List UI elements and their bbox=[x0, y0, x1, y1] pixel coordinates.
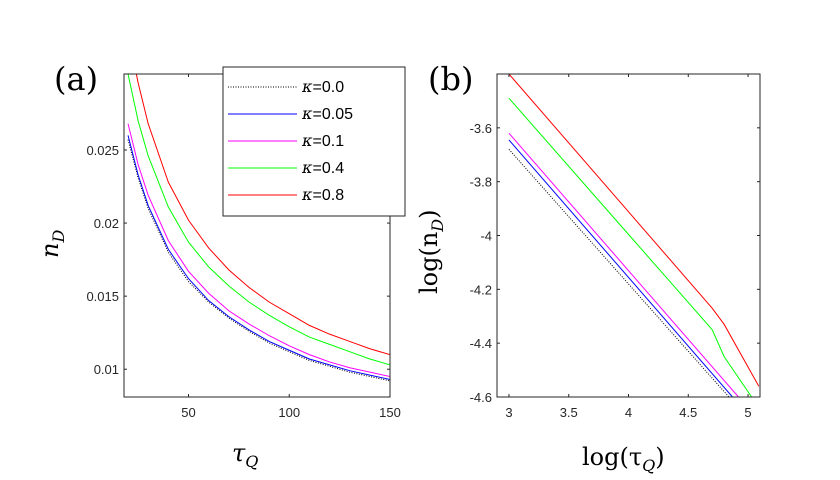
legend: κ=0.0κ=0.05κ=0.1κ=0.4κ=0.8 bbox=[222, 66, 406, 217]
panel-b-ylabel-tail: ) bbox=[415, 209, 443, 218]
series-line-b-3 bbox=[508, 97, 753, 397]
legend-label-1: κ=0.05 bbox=[301, 104, 353, 123]
legend-symbol-1: κ bbox=[301, 104, 313, 123]
axes-a: 50 100 150 0.01 0.015 0.02 0.025 bbox=[86, 73, 401, 420]
legend-symbol-4: κ bbox=[301, 185, 313, 204]
legend-label-4: κ=0.8 bbox=[301, 185, 344, 204]
legend-value-4: =0.8 bbox=[313, 187, 345, 204]
svg-text:τQ: τQ bbox=[232, 439, 258, 471]
xtick-label-b-1: 3.5 bbox=[560, 405, 578, 420]
series-line-b-4 bbox=[508, 74, 760, 387]
legend-symbol-2: κ bbox=[301, 131, 313, 150]
ytick-label-a-1: 0.015 bbox=[86, 289, 119, 304]
panel-b-ylabel-base: log(n bbox=[415, 232, 443, 294]
series-group-b bbox=[508, 74, 760, 397]
panel-a-xlabel-sub: Q bbox=[245, 452, 258, 471]
xtick-label-a-0: 50 bbox=[181, 405, 195, 420]
series-line-a-2 bbox=[127, 123, 390, 378]
panel-b-ylabel-sub: D bbox=[428, 219, 447, 233]
panel-a: (a) 50 100 150 0.01 0.015 0.02 0.025 τQ nD bbox=[36, 60, 401, 471]
panel-a-xlabel-base: τ bbox=[232, 439, 246, 467]
xtick-label-b-4: 5 bbox=[744, 405, 751, 420]
svg-text:nD: nD bbox=[36, 230, 68, 258]
panel-b-label: (b) bbox=[428, 60, 473, 98]
legend-label-3: κ=0.4 bbox=[301, 158, 344, 177]
legend-label-2: κ=0.1 bbox=[301, 131, 344, 150]
panel-a-ylabel-base: n bbox=[36, 243, 64, 258]
panel-a-label: (a) bbox=[54, 60, 98, 98]
series-line-a-4 bbox=[135, 74, 390, 356]
series-line-b-2 bbox=[508, 132, 739, 397]
legend-value-2: =0.1 bbox=[313, 133, 345, 150]
legend-value-0: =0.0 bbox=[313, 79, 345, 96]
legend-symbol-3: κ bbox=[301, 158, 313, 177]
xtick-label-b-3: 4.5 bbox=[679, 405, 697, 420]
legend-label-0: κ=0.0 bbox=[301, 77, 344, 96]
axes-b: 3 3.5 4 4.5 5 -4.6 -4.4 -4.2 -4 -3.8 -3.6 bbox=[470, 73, 761, 420]
xtick-label-b-0: 3 bbox=[505, 405, 512, 420]
svg-text:log(nD): log(nD) bbox=[415, 209, 447, 294]
series-line-b-0 bbox=[508, 149, 730, 397]
panel-b-xlabel-sub: Q bbox=[642, 456, 655, 475]
series-group-a bbox=[127, 74, 390, 382]
series-line-a-1 bbox=[127, 135, 390, 380]
panel-b: (b) 3 3.5 4 4.5 5 -4.6 -4.4 -4.2 -4 -3.8 -3.6 log(… bbox=[415, 60, 761, 475]
ytick-label-b-3: -4 bbox=[480, 229, 492, 244]
ytick-label-a-3: 0.025 bbox=[86, 143, 119, 158]
series-line-a-0 bbox=[127, 139, 390, 382]
legend-value-3: =0.4 bbox=[313, 160, 345, 177]
ytick-label-b-2: -4.2 bbox=[470, 282, 492, 297]
ytick-label-b-1: -4.4 bbox=[470, 336, 492, 351]
svg-text:log(τQ): log(τQ) bbox=[582, 443, 665, 475]
panel-b-xlabel: log(τQ) bbox=[582, 443, 665, 475]
panel-a-xlabel: τQ bbox=[232, 439, 258, 471]
legend-items: κ=0.0κ=0.05κ=0.1κ=0.4κ=0.8 bbox=[228, 77, 353, 204]
legend-value-1: =0.05 bbox=[313, 106, 354, 123]
ytick-label-b-0: -4.6 bbox=[470, 390, 492, 405]
ytick-label-a-0: 0.01 bbox=[94, 362, 119, 377]
xtick-label-b-2: 4 bbox=[625, 405, 632, 420]
panel-b-ylabel: log(nD) bbox=[415, 209, 447, 294]
panel-b-xlabel-tail: ) bbox=[655, 443, 664, 471]
xtick-label-a-1: 100 bbox=[278, 405, 300, 420]
ytick-label-b-4: -3.8 bbox=[470, 175, 492, 190]
panel-a-ylabel-sub: D bbox=[49, 230, 68, 244]
panel-a-ylabel: nD bbox=[36, 230, 68, 258]
legend-symbol-0: κ bbox=[301, 77, 313, 96]
panel-b-xlabel-base: log(τ bbox=[582, 443, 642, 471]
xtick-label-a-2: 150 bbox=[379, 405, 401, 420]
series-line-a-3 bbox=[127, 74, 390, 366]
series-line-b-1 bbox=[508, 139, 733, 397]
ytick-label-a-2: 0.02 bbox=[94, 216, 119, 231]
ytick-label-b-5: -3.6 bbox=[470, 121, 492, 136]
